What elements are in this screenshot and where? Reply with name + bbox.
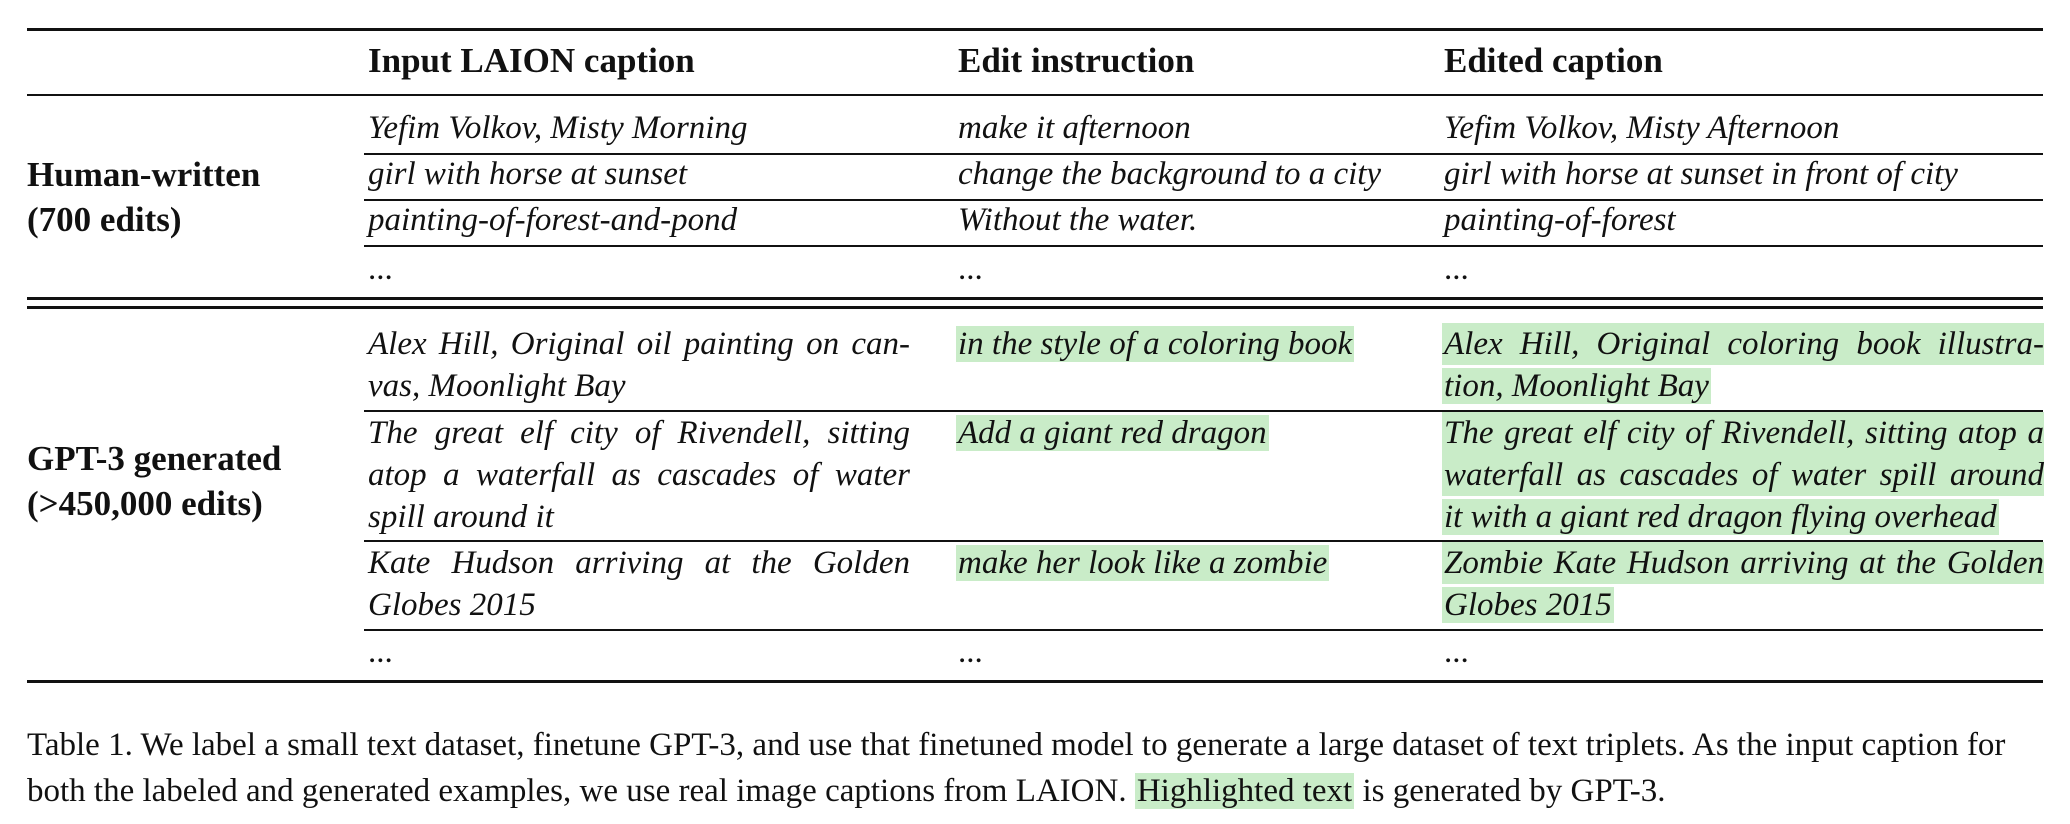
generated-highlight: Globes 2015 <box>1442 587 1614 623</box>
bottom-rule <box>27 680 2043 683</box>
table-cell-edited: it with a giant red dragon flying overhe… <box>1442 496 1999 538</box>
table-cell-edited: Globes 2015 <box>1442 584 1614 626</box>
table-cell-input: Kate Hudson arriving at the Golden <box>368 542 910 584</box>
group-label-line2: (>450,000 edits) <box>27 484 263 523</box>
table-cell-edited: Alex Hill, Original coloring book illust… <box>1442 323 2044 365</box>
text-line: vas, Moonlight Bay <box>368 368 626 404</box>
header-rule <box>27 94 2043 96</box>
text-line: Globes 2015 <box>368 587 536 623</box>
table-cell-instruction: Add a giant red dragon <box>956 412 1269 454</box>
row-divider <box>364 153 2043 155</box>
group-label-line1: GPT-3 generated <box>27 439 282 478</box>
table-cell-ellipsis: ... <box>958 634 983 670</box>
header-edit-instruction: Edit instruction <box>958 41 1195 80</box>
table-cell-edited: Zombie Kate Hudson arriving at the Golde… <box>1442 542 2044 584</box>
table-cell-instruction: Without the water. <box>958 202 1198 238</box>
double-rule-top <box>27 297 2043 300</box>
table-cell-input: painting-of-forest-and-pond <box>368 202 738 238</box>
table-cell-edited: Yefim Volkov, Misty Afternoon <box>1444 110 1840 146</box>
double-rule-bottom <box>27 306 2043 309</box>
row-divider <box>364 629 2043 631</box>
generated-highlight: tion, Moonlight Bay <box>1442 368 1711 404</box>
table-cell-input: vas, Moonlight Bay <box>368 365 626 407</box>
text-line: spill around it <box>368 499 554 535</box>
table-cell-ellipsis: ... <box>368 251 393 287</box>
top-rule <box>27 28 2043 31</box>
table-cell-edited: painting-of-forest <box>1444 202 1676 238</box>
table-cell-ellipsis: ... <box>958 251 983 287</box>
table-cell-edited: waterfall as cascades of water spill aro… <box>1442 454 2044 496</box>
table-cell-input: Yefim Volkov, Misty Morning <box>368 110 748 146</box>
text-line: Alex Hill, Original coloring book illust… <box>1444 326 2044 362</box>
table-cell-edited: girl with horse at sunset in front of ci… <box>1444 156 1958 192</box>
table-cell-ellipsis: ... <box>1444 251 1469 287</box>
table-cell-input: girl with horse at sunset <box>368 156 688 192</box>
text-line: The great elf city of Rivendell, sitting… <box>1444 415 2044 451</box>
generated-highlight: make her look like a zombie <box>956 545 1330 581</box>
row-divider <box>364 410 2043 412</box>
group-label-human: Human-written (700 edits) <box>27 152 260 242</box>
group-label-line1: Human-written <box>27 155 261 194</box>
row-divider <box>364 540 2043 542</box>
header-input-caption: Input LAION caption <box>368 41 695 80</box>
row-divider <box>364 245 2043 247</box>
generated-highlight: Add a giant red dragon <box>956 415 1269 451</box>
text-line: Alex Hill, Original oil painting on can- <box>368 326 910 362</box>
row-divider <box>364 199 2043 201</box>
table-cell-input: atop a waterfall as cascades of water <box>368 454 910 496</box>
caption-text: Table 1. We label a small text dataset, … <box>27 727 2006 809</box>
table-cell-edited: The great elf city of Rivendell, sitting… <box>1442 412 2044 454</box>
table-cell-ellipsis: ... <box>368 634 393 670</box>
text-line: atop a waterfall as cascades of water <box>368 457 910 493</box>
table-cell-input: The great elf city of Rivendell, sitting <box>368 412 910 454</box>
generated-highlight: in the style of a coloring book <box>956 326 1355 362</box>
text-line: The great elf city of Rivendell, sitting <box>368 415 910 451</box>
table-cell-instruction: make her look like a zombie <box>956 542 1330 584</box>
generated-highlight: it with a giant red dragon flying overhe… <box>1442 499 1999 535</box>
table-cell-instruction: in the style of a coloring book <box>956 323 1355 365</box>
table-cell-ellipsis: ... <box>1444 634 1469 670</box>
text-line: Kate Hudson arriving at the Golden <box>368 545 910 581</box>
group-label-line2: (700 edits) <box>27 200 182 239</box>
table-caption: Table 1. We label a small text dataset, … <box>27 722 2043 814</box>
table-cell-input: Alex Hill, Original oil painting on can- <box>368 323 910 365</box>
text-line: waterfall as cascades of water spill aro… <box>1444 457 2044 493</box>
table-cell-input: spill around it <box>368 496 554 538</box>
table-cell-edited: tion, Moonlight Bay <box>1442 365 1711 407</box>
text-line: Zombie Kate Hudson arriving at the Golde… <box>1444 545 2044 581</box>
caption-highlight: Highlighted text <box>1134 773 1355 809</box>
table-cell-input: Globes 2015 <box>368 584 536 626</box>
table-cell-instruction: change the background to a city <box>958 156 1382 192</box>
group-label-gpt3: GPT-3 generated (>450,000 edits) <box>27 436 281 526</box>
caption-text-end: is generated by GPT-3. <box>1362 773 1666 809</box>
table-cell-instruction: make it afternoon <box>958 110 1191 146</box>
header-edited-caption: Edited caption <box>1444 41 1663 80</box>
